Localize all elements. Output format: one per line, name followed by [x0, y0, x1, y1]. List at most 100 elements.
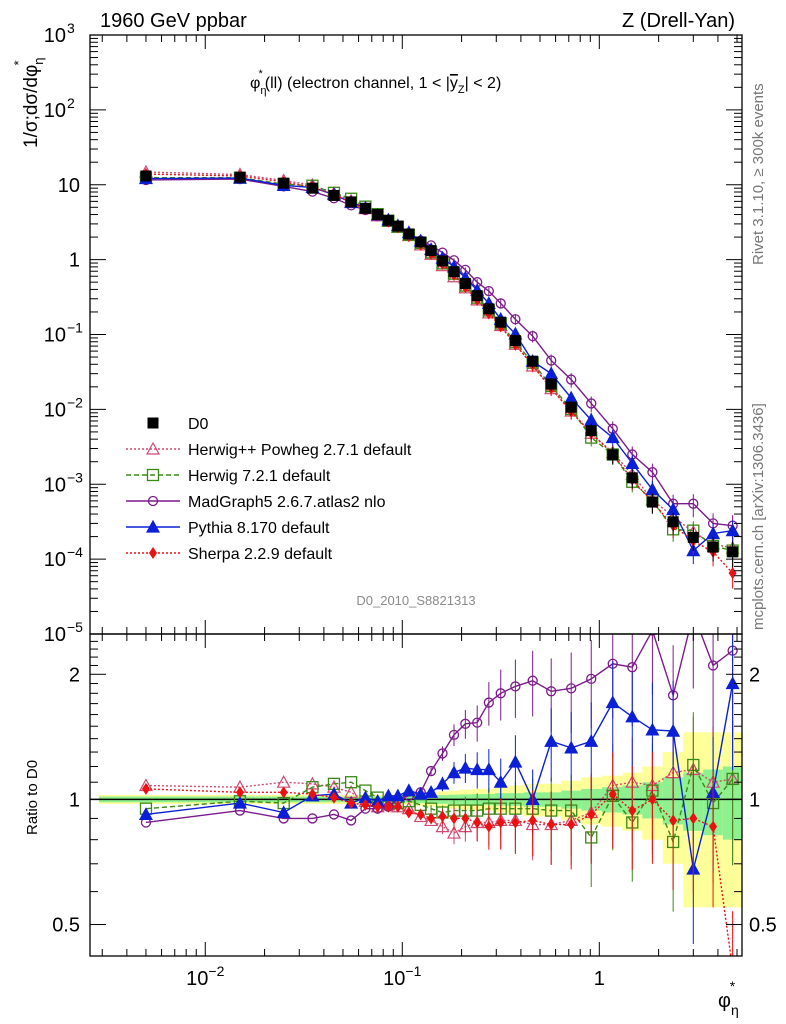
ratio-pythia-point: [458, 760, 473, 774]
main-frame: [89, 34, 743, 635]
ratio-sherpa-point: [361, 798, 370, 811]
ratio-sherpa-point: [373, 800, 382, 813]
ratio-pythia-point: [645, 722, 660, 736]
rivet-label: Rivet 3.1.10, ≥ 300k events: [750, 83, 767, 265]
ratio-sherpa-point: [308, 788, 317, 801]
ratio-madgraph-point: [328, 809, 340, 820]
main-data-point: [436, 255, 448, 267]
x-tick-label: 10−2: [186, 963, 224, 990]
title-y: y: [450, 75, 458, 92]
y-tick-label: 10: [44, 624, 66, 646]
y-tick-label: 10: [44, 474, 66, 496]
ratio-sherpa-point: [393, 800, 402, 813]
ratio-pythia-point: [584, 734, 599, 747]
y-tick-label: 10: [44, 399, 66, 421]
analysis-watermark: D0_2010_S8821313: [356, 593, 475, 608]
main-data-point: [707, 541, 719, 553]
main-data-point: [626, 472, 638, 484]
y-tick-label: 10: [44, 325, 66, 347]
main-pythia-point: [544, 366, 559, 380]
ratio-pythia-point: [424, 785, 439, 798]
title-end: | < 2): [465, 75, 502, 92]
ratio-sherpa-point: [329, 791, 338, 804]
main-madgraph-point: [566, 374, 577, 385]
ratio-pythia-point: [564, 740, 579, 754]
main-data-point: [372, 209, 384, 221]
ratio-y-tick-label: 0.5: [52, 915, 80, 937]
ratio-sherpa-point: [528, 814, 537, 827]
main-data-point: [306, 182, 318, 194]
main-data-point: [278, 177, 290, 189]
legend-pythia-label: Pythia 8.170 default: [188, 520, 330, 537]
y-tick-exponent: −1: [67, 320, 83, 336]
main-ylabel: 1/σ;dσ/dφη*: [11, 57, 46, 148]
ratio-herwigpp-point: [446, 825, 462, 839]
ratio-sherpa-point: [648, 793, 657, 806]
y-tick-exponent: 3: [67, 20, 75, 36]
main-madgraph-point: [527, 331, 538, 342]
ratio-pythia-point: [470, 762, 485, 776]
ratio-y-tick-label-right: 0.5: [749, 915, 777, 937]
ratio-pythia-point: [625, 709, 640, 723]
title-eta: η: [260, 85, 266, 97]
main-data-point: [667, 516, 679, 528]
main-madgraph-point: [546, 355, 557, 366]
legend-data-marker: [147, 417, 159, 429]
legend-herwig7-marker: [146, 468, 160, 482]
main-data-point: [459, 277, 471, 289]
main-data-point: [359, 202, 371, 214]
main-data-point: [495, 316, 507, 328]
ratio-herwig7-point: [344, 776, 358, 789]
ratio-pythia-point: [666, 723, 681, 737]
title-z: Z: [458, 84, 465, 96]
x-axis-label: φη*: [718, 978, 739, 1018]
ratio-frame: [89, 633, 743, 957]
main-pythia-point: [625, 456, 640, 469]
y-tick-exponent: −3: [67, 469, 83, 485]
ratio-madgraph-point: [437, 748, 448, 759]
x-tick-label: 10−1: [383, 963, 421, 990]
ratio-pythia-point: [232, 795, 247, 809]
legend-herwigpp-label: Herwig++ Powheg 2.7.1 default: [188, 442, 412, 459]
ratio-y-tick-label-right: 2: [749, 664, 760, 686]
main-madgraph-point: [483, 285, 494, 297]
beam-label: 1960 GeV ppbar: [100, 10, 247, 32]
main-data-point: [607, 449, 619, 461]
ratio-sherpa-point: [416, 808, 425, 821]
ratio-sherpa-point: [347, 797, 356, 810]
main-data-point: [382, 214, 394, 226]
ratio-sherpa-point: [628, 804, 637, 817]
legend-sherpa-label: Sherpa 2.2.9 default: [188, 546, 333, 563]
ratio-madgraph-point: [483, 697, 494, 708]
ratio-madgraph-point: [566, 683, 577, 694]
ratio-ylabel: Ratio to D0: [24, 760, 41, 835]
ratio-madgraph-point: [472, 717, 483, 728]
y-tick-label: 10: [44, 25, 66, 47]
process-label: Z (Drell-Yan): [622, 10, 735, 32]
ratio-madgraph-point: [546, 686, 557, 697]
ratio-sherpa-point: [547, 818, 556, 831]
main-data-point: [448, 266, 460, 278]
ratio-sherpa-point: [567, 818, 576, 831]
main-data-point: [545, 378, 557, 390]
main-madgraph-point: [647, 467, 658, 478]
ratio-madgraph-point: [460, 718, 471, 729]
ratio-sherpa-point: [449, 812, 458, 825]
legend-pythia-marker: [145, 519, 161, 533]
ratio-madgraph-point: [495, 688, 506, 699]
ratio-madgraph-point: [527, 675, 538, 686]
ratio-sherpa-point: [461, 812, 470, 825]
main-data-point: [403, 228, 415, 240]
ratio-madgraph-point: [307, 813, 318, 824]
legend-herwigpp-marker: [145, 441, 161, 455]
main-madgraph-point: [586, 398, 597, 409]
main-pythia-point: [605, 430, 620, 444]
ratio-madgraph-point: [648, 634, 657, 636]
ratio-pythia-point: [413, 786, 428, 800]
ratio-sherpa-point: [484, 820, 493, 833]
ratio-sherpa-point: [587, 808, 596, 821]
ratio-sherpa-point: [235, 786, 244, 799]
main-sherpa-point: [728, 567, 737, 580]
ratio-pythia-point: [605, 695, 620, 709]
